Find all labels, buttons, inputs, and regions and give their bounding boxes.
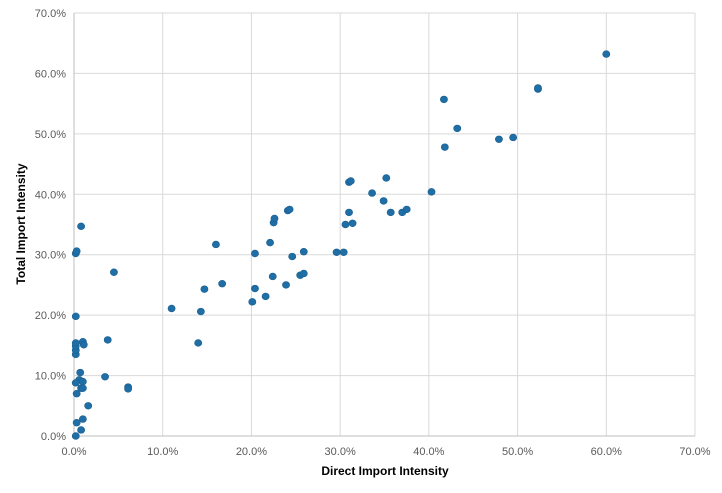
- data-point: [282, 281, 290, 289]
- data-point: [72, 419, 81, 427]
- data-point: [251, 284, 259, 293]
- data-point: [71, 312, 80, 321]
- y-tick-label: 10.0%: [35, 371, 66, 383]
- data-point: [212, 240, 220, 249]
- x-tick-label: 0.0%: [61, 446, 86, 458]
- data-point: [348, 219, 357, 227]
- x-axis-title: Direct Import Intensity: [321, 464, 449, 478]
- data-point: [251, 249, 259, 258]
- data-point: [440, 95, 448, 104]
- data-point: [332, 248, 341, 256]
- data-point: [77, 222, 85, 231]
- y-tick-label: 60.0%: [35, 68, 66, 80]
- data-point: [218, 280, 227, 288]
- data-point: [76, 368, 85, 377]
- data-point: [495, 135, 503, 143]
- x-tick-label: 40.0%: [413, 446, 444, 458]
- data-point: [386, 208, 395, 217]
- data-point: [402, 205, 411, 214]
- data-point: [72, 247, 81, 255]
- data-point: [77, 426, 85, 434]
- data-point: [200, 285, 209, 293]
- data-point: [78, 377, 87, 386]
- y-axis-title: Total Import Intensity: [14, 163, 28, 284]
- gridlines: [74, 12, 696, 436]
- y-tick-label: 40.0%: [35, 189, 66, 201]
- data-point: [440, 143, 449, 151]
- data-point: [78, 415, 87, 423]
- x-tick-label: 50.0%: [502, 446, 533, 458]
- data-point: [368, 189, 376, 197]
- data-point: [534, 84, 542, 92]
- data-point: [379, 197, 388, 205]
- data-point: [382, 174, 391, 182]
- data-point: [299, 269, 308, 278]
- data-point: [167, 304, 176, 313]
- data-point: [78, 384, 87, 392]
- data-point: [346, 177, 355, 185]
- data-point: [71, 432, 80, 440]
- data-point: [84, 402, 93, 410]
- data-points: [71, 50, 611, 440]
- data-point: [261, 292, 270, 301]
- x-tick-label: 60.0%: [591, 446, 622, 458]
- data-point: [299, 247, 308, 256]
- y-tick-label: 20.0%: [35, 310, 66, 322]
- x-tick-label: 70.0%: [679, 446, 710, 458]
- y-tick-label: 30.0%: [35, 250, 66, 262]
- data-point: [79, 341, 88, 349]
- data-point: [453, 124, 462, 133]
- y-tick-label: 0.0%: [41, 431, 66, 443]
- y-tick-label: 70.0%: [35, 8, 66, 20]
- data-point: [101, 373, 109, 381]
- x-tick-label: 30.0%: [325, 446, 356, 458]
- data-point: [71, 379, 80, 387]
- x-tick-label: 20.0%: [236, 446, 267, 458]
- data-point: [266, 238, 274, 247]
- data-point: [602, 50, 611, 58]
- data-point: [71, 339, 80, 347]
- data-point: [285, 205, 294, 214]
- data-point: [196, 307, 205, 316]
- data-point: [103, 336, 112, 344]
- data-point: [509, 133, 518, 142]
- data-point: [339, 248, 348, 256]
- data-point: [248, 298, 257, 306]
- data-point: [427, 188, 436, 196]
- data-point: [341, 220, 350, 229]
- axes: [73, 13, 695, 437]
- data-point: [288, 252, 297, 261]
- data-point: [194, 339, 203, 347]
- x-tick-label: 10.0%: [147, 446, 178, 458]
- data-point: [110, 268, 118, 276]
- data-point: [345, 208, 353, 217]
- data-point: [268, 272, 277, 281]
- y-tick-label: 50.0%: [35, 129, 66, 141]
- tick-labels: 0.0% 10.0% 20.0% 30.0% 40.0% 50.0% 60.0% 70.0% 0…: [35, 8, 711, 458]
- data-point: [124, 385, 133, 393]
- data-point: [72, 390, 81, 398]
- data-point: [270, 214, 279, 223]
